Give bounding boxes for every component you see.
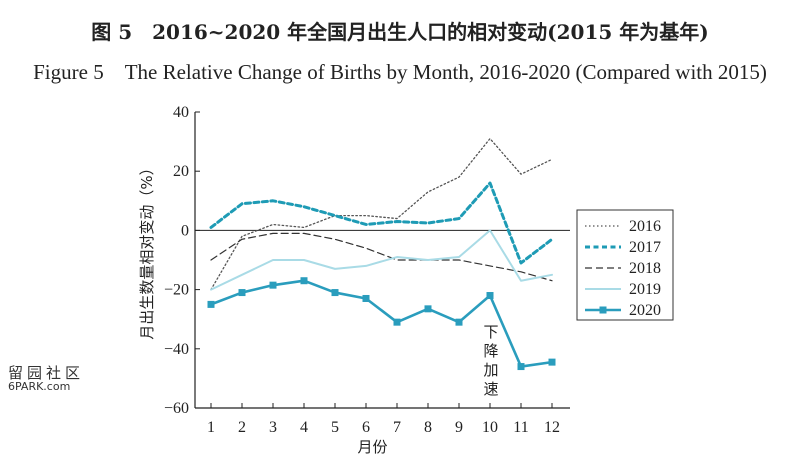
data-point-2020 — [455, 318, 463, 326]
series-line-2019 — [210, 229, 553, 291]
legend-label-2018: 2018 — [629, 260, 661, 277]
legend-box — [576, 209, 674, 321]
y-tick-label: 0 — [181, 222, 189, 239]
y-tick-label: 20 — [173, 163, 189, 180]
y-tick-label: −60 — [164, 400, 189, 417]
x-tick-label: 7 — [393, 419, 401, 436]
legend-label-2017: 2017 — [629, 239, 661, 256]
watermark-cn: 留园社区 — [8, 364, 85, 382]
data-point-2020 — [331, 289, 339, 297]
x-axis-label: 月份 — [357, 438, 387, 456]
y-tick-label: 40 — [173, 104, 189, 121]
x-tick-label: 12 — [544, 419, 560, 436]
data-point-2020 — [238, 289, 246, 297]
data-point-2020 — [362, 294, 370, 302]
series-line-2016 — [210, 137, 553, 291]
watermark: 留园社区 6PARK.com — [8, 366, 84, 394]
legend-label-2019: 2019 — [629, 281, 661, 298]
watermark-en: 6PARK.com — [8, 380, 71, 393]
chart-title-cn: 图 5 2016~2020 年全国月出生人口的相对变动(2015 年为基年) — [91, 20, 709, 44]
x-tick-label: 9 — [455, 419, 463, 436]
series-line-2018 — [210, 232, 553, 282]
x-tick-label: 2 — [238, 419, 246, 436]
data-point-2020 — [548, 358, 556, 366]
data-point-2020 — [486, 292, 494, 300]
y-tick-label: −40 — [164, 341, 189, 358]
x-tick-label: 1 — [207, 419, 215, 436]
annotation-char: 降 — [483, 342, 498, 360]
x-tick-label: 4 — [300, 419, 308, 436]
data-point-2020 — [393, 318, 401, 326]
x-tick-label: 11 — [513, 419, 528, 436]
y-axis-label: 月出生数量相对变动（%） — [138, 160, 156, 339]
legend-marker-2020 — [599, 306, 607, 314]
legend-label-2016: 2016 — [629, 218, 661, 235]
x-tick-label: 6 — [362, 419, 370, 436]
data-point-2020 — [269, 281, 277, 289]
annotation-char: 加 — [483, 361, 498, 379]
data-point-2020 — [207, 300, 215, 308]
chart-title-en: Figure 5 The Relative Change of Births b… — [33, 60, 767, 84]
annotation-char: 下 — [483, 323, 498, 341]
x-tick-label: 10 — [482, 419, 498, 436]
x-tick-label: 3 — [269, 419, 277, 436]
series-line-2017 — [209, 181, 554, 265]
x-tick-label: 8 — [424, 419, 432, 436]
data-point-2020 — [517, 363, 525, 371]
y-tick-label: −20 — [164, 282, 189, 299]
legend-label-2020: 2020 — [629, 302, 661, 319]
series-line-2020 — [209, 279, 554, 368]
x-tick-label: 5 — [331, 419, 339, 436]
annotation-char: 速 — [483, 380, 498, 398]
data-point-2020 — [300, 277, 308, 285]
data-point-2020 — [424, 305, 432, 313]
